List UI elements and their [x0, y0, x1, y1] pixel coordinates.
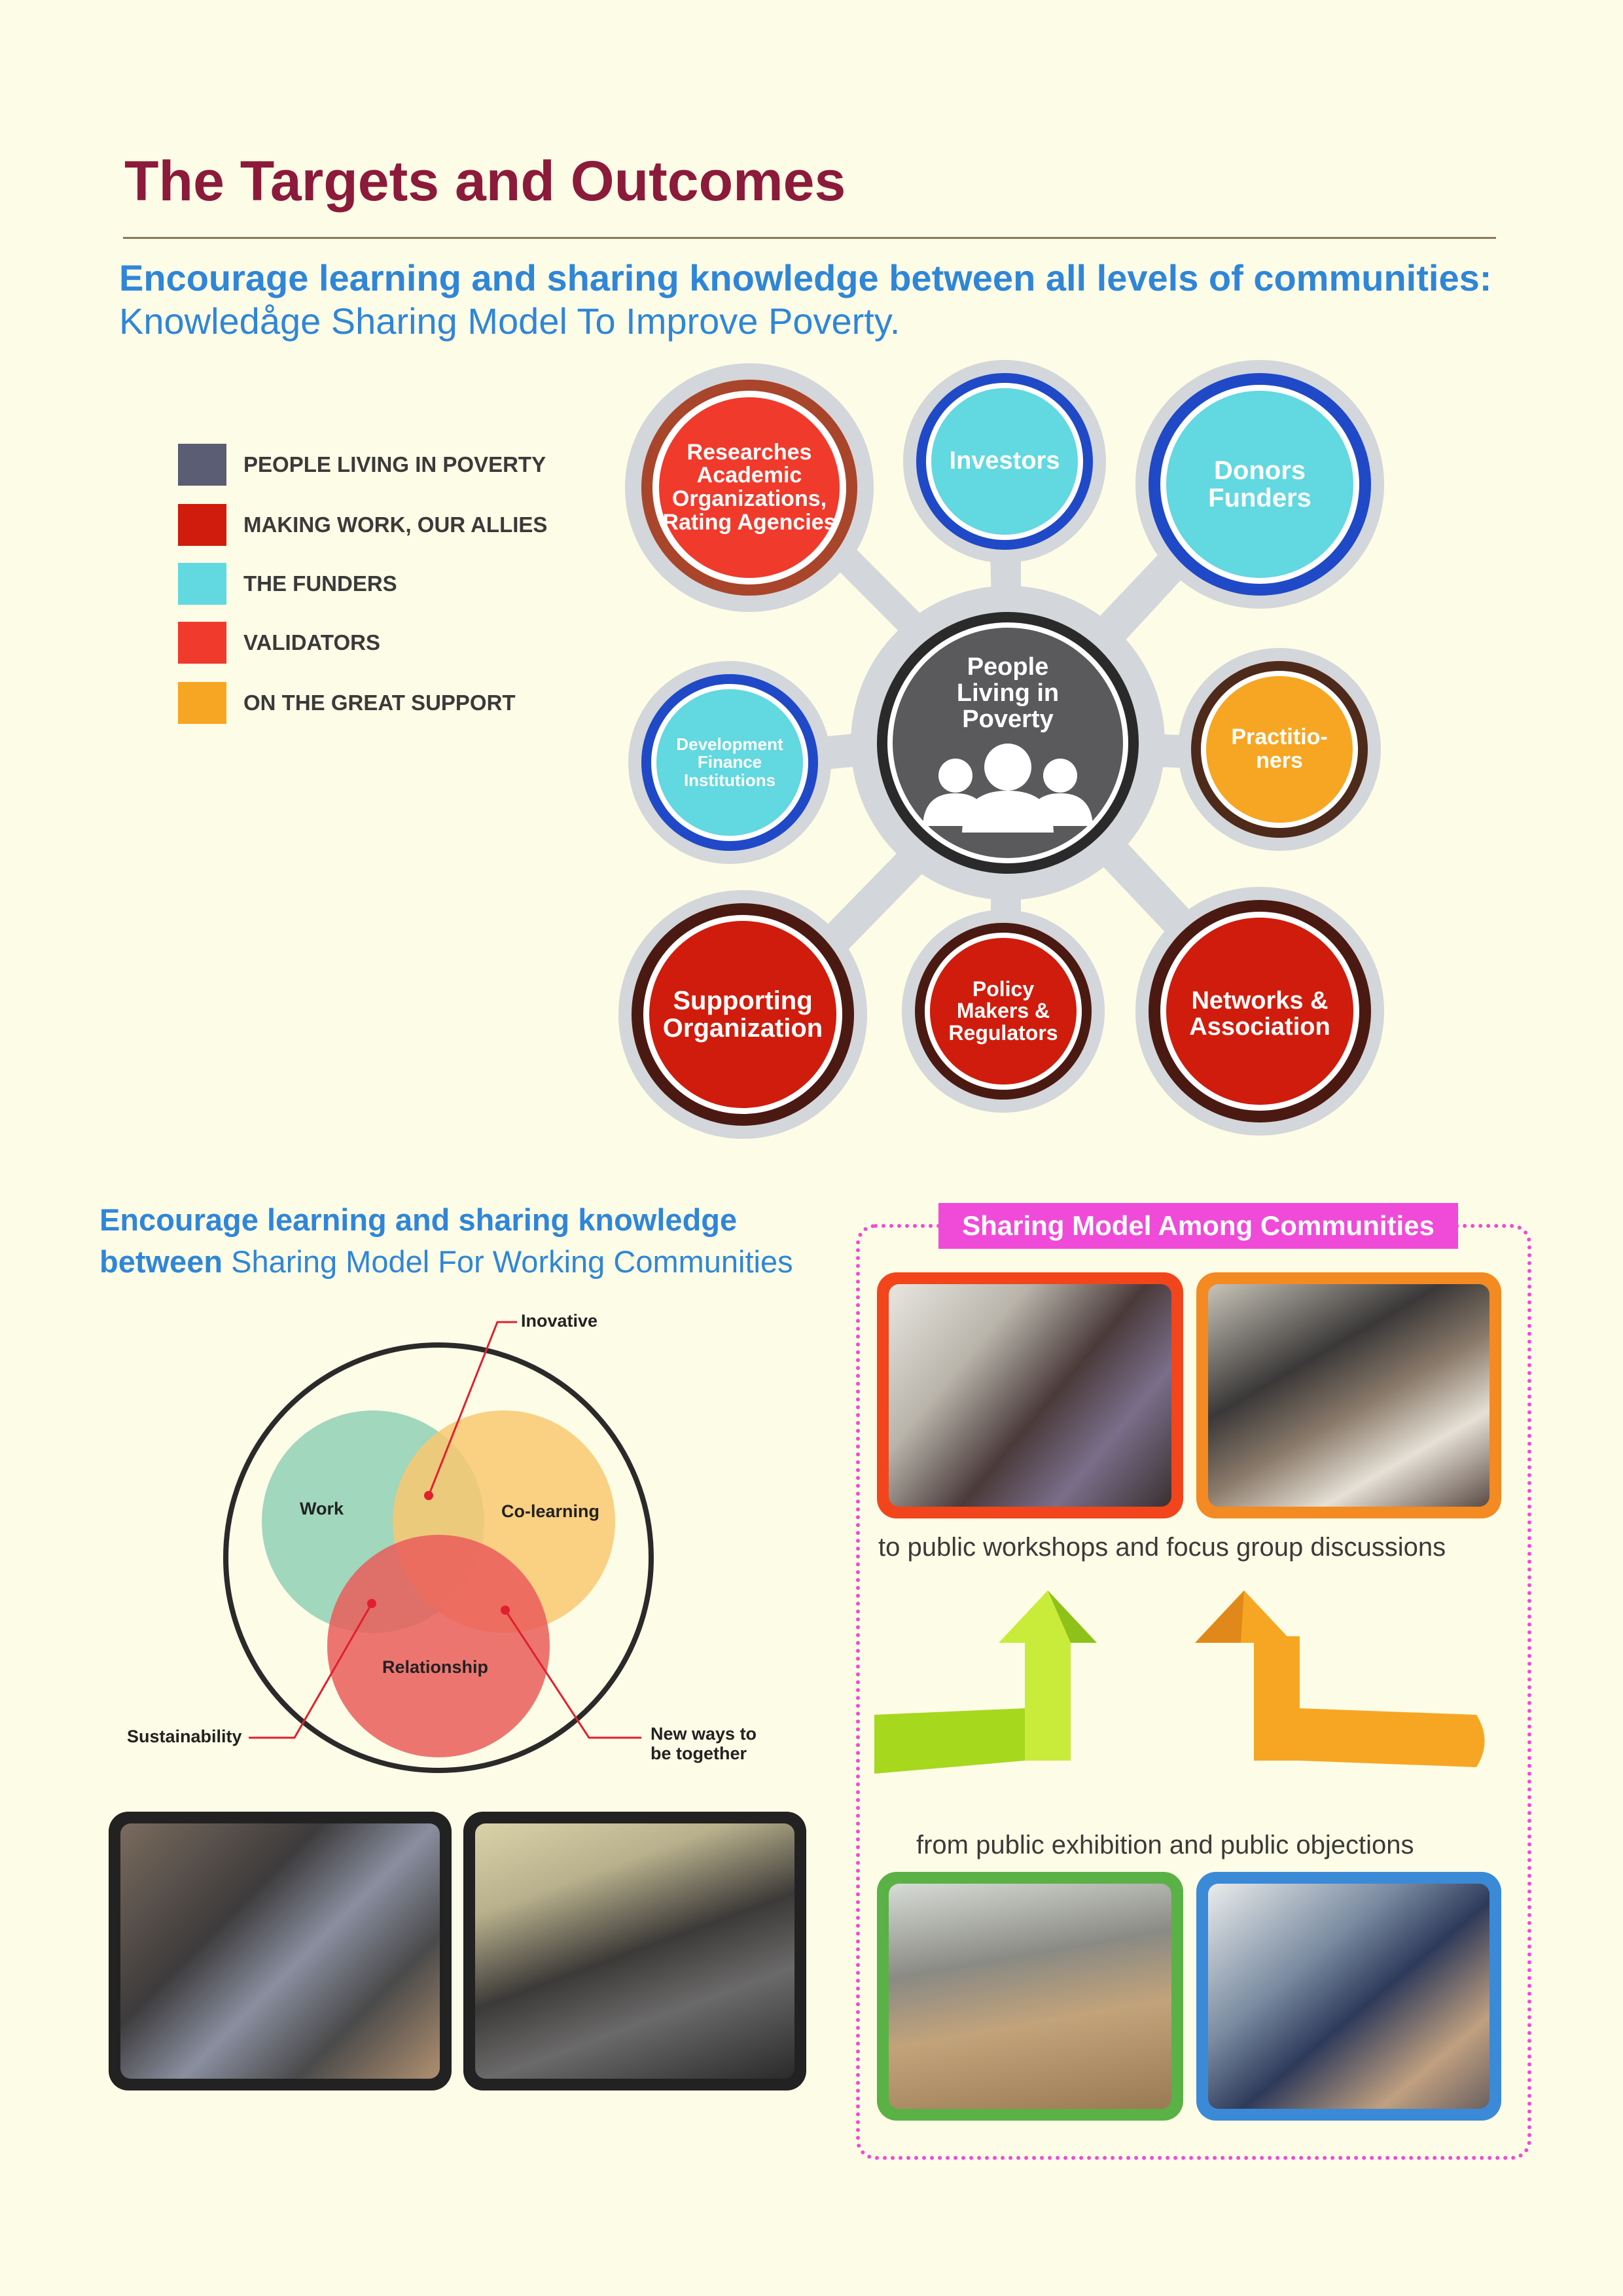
legend-swatch [178, 622, 226, 664]
hub-node-networks-shape [1149, 900, 1371, 1122]
legend-swatch [178, 682, 226, 724]
legend-label: MAKING WORK, OUR ALLIES [243, 512, 548, 537]
people-group-icon [923, 744, 1093, 833]
subtitle-strong: Encourage learning and sharing knowledge… [119, 257, 1492, 298]
hub-node-practitioners-shape [1191, 661, 1368, 838]
exchange-arrows [874, 1590, 1485, 1774]
venn-outer-ring [223, 1342, 654, 1773]
hub-node-supporting: Supporting Organization [662, 986, 823, 1043]
venn-diagram [223, 1321, 654, 1773]
photo-image [475, 1823, 794, 2079]
hub-node-researches: Researches Academic Organizations, Ratin… [662, 439, 836, 535]
legend-label: VALIDATORS [243, 630, 381, 655]
photo-image [889, 1884, 1171, 2109]
legend-label: PEOPLE LIVING IN POVERTY [243, 452, 546, 476]
section2-heading: Encourage learning and sharing knowledge [99, 1202, 738, 1237]
sharing-model-banner: Sharing Model Among Communities [938, 1203, 1458, 1249]
venn-label-work: Work [300, 1499, 344, 1518]
photo-image [1208, 1884, 1489, 2109]
venn-label-relationship: Relationship [382, 1657, 489, 1677]
hub-node-dfi: Development Finance Institutions [676, 734, 783, 790]
focus-group-photo-2 [1196, 1272, 1501, 1518]
title-divider [123, 237, 1496, 239]
hub-node-center: People Living in Poverty [956, 653, 1060, 733]
venn-callout-lines [249, 1321, 641, 1739]
legend-swatch [178, 504, 226, 546]
workshop-photo-1 [109, 1812, 452, 2090]
exhibition-photo-2 [1196, 1872, 1501, 2121]
section2-heading-strong: between [99, 1244, 223, 1279]
subtitle-light: Knowledåge Sharing Model To Improve Pove… [119, 300, 901, 342]
knowledge-hub-diagram [618, 360, 1384, 1139]
hub-node-donors-shape [1149, 373, 1371, 596]
section2-subheading: between Sharing Model For Working Commun… [99, 1244, 793, 1280]
exhibition-photo-1 [877, 1872, 1183, 2121]
legend-label: ON THE GREAT SUPPORT [243, 691, 516, 715]
legend-item-support: ON THE GREAT SUPPORT [178, 682, 516, 724]
venn-callout-dots [367, 1491, 510, 1615]
hub-node-policy: Policy Makers & Regulators [948, 977, 1058, 1045]
legend-item-validators: VALIDATORS [178, 622, 380, 664]
photo-image [889, 1284, 1171, 1507]
photo-image [1208, 1284, 1489, 1507]
caption-workshops: to public workshops and focus group disc… [878, 1533, 1446, 1562]
hub-node-donors: Donors Funders [1208, 456, 1311, 512]
legend-label: THE FUNDERS [243, 571, 397, 596]
venn-label-new-ways-2: be together [651, 1744, 747, 1763]
focus-group-photo-1 [877, 1272, 1183, 1518]
orange-up-arrow [1195, 1590, 1485, 1767]
venn-label-colearning: Co-learning [501, 1501, 600, 1521]
venn-label-sustainability: Sustainability [127, 1727, 242, 1746]
photo-image [120, 1823, 440, 2079]
legend-swatch [178, 563, 226, 605]
workshop-photo-2 [463, 1812, 806, 2090]
hub-node-dfi-shape [641, 674, 818, 851]
venn-label-new-ways-1: New ways to [651, 1724, 757, 1744]
legend-item-funders: THE FUNDERS [178, 563, 397, 605]
hub-node-investors: Investors [949, 447, 1060, 475]
green-up-arrow [874, 1590, 1097, 1774]
section2-heading-light: Sharing Model For Working Communities [231, 1244, 793, 1279]
legend-item-people: PEOPLE LIVING IN POVERTY [178, 444, 546, 486]
page-title: The Targets and Outcomes [124, 150, 846, 213]
hub-node-practitioners: Practitio- ners [1231, 725, 1328, 773]
hub-node-networks: Networks & Association [1189, 987, 1330, 1041]
caption-exhibition: from public exhibition and public object… [916, 1831, 1414, 1859]
hub-node-investors-shape [916, 373, 1093, 550]
hub-node-researches-shape [641, 380, 857, 596]
venn-label-inovative: Inovative [521, 1311, 598, 1331]
hub-node-policy-shape [915, 923, 1092, 1100]
legend-item-allies: MAKING WORK, OUR ALLIES [178, 504, 547, 546]
venn-relationship-circle [327, 1535, 550, 1757]
legend-swatch [178, 444, 226, 486]
hub-node-supporting-shape [632, 903, 854, 1126]
